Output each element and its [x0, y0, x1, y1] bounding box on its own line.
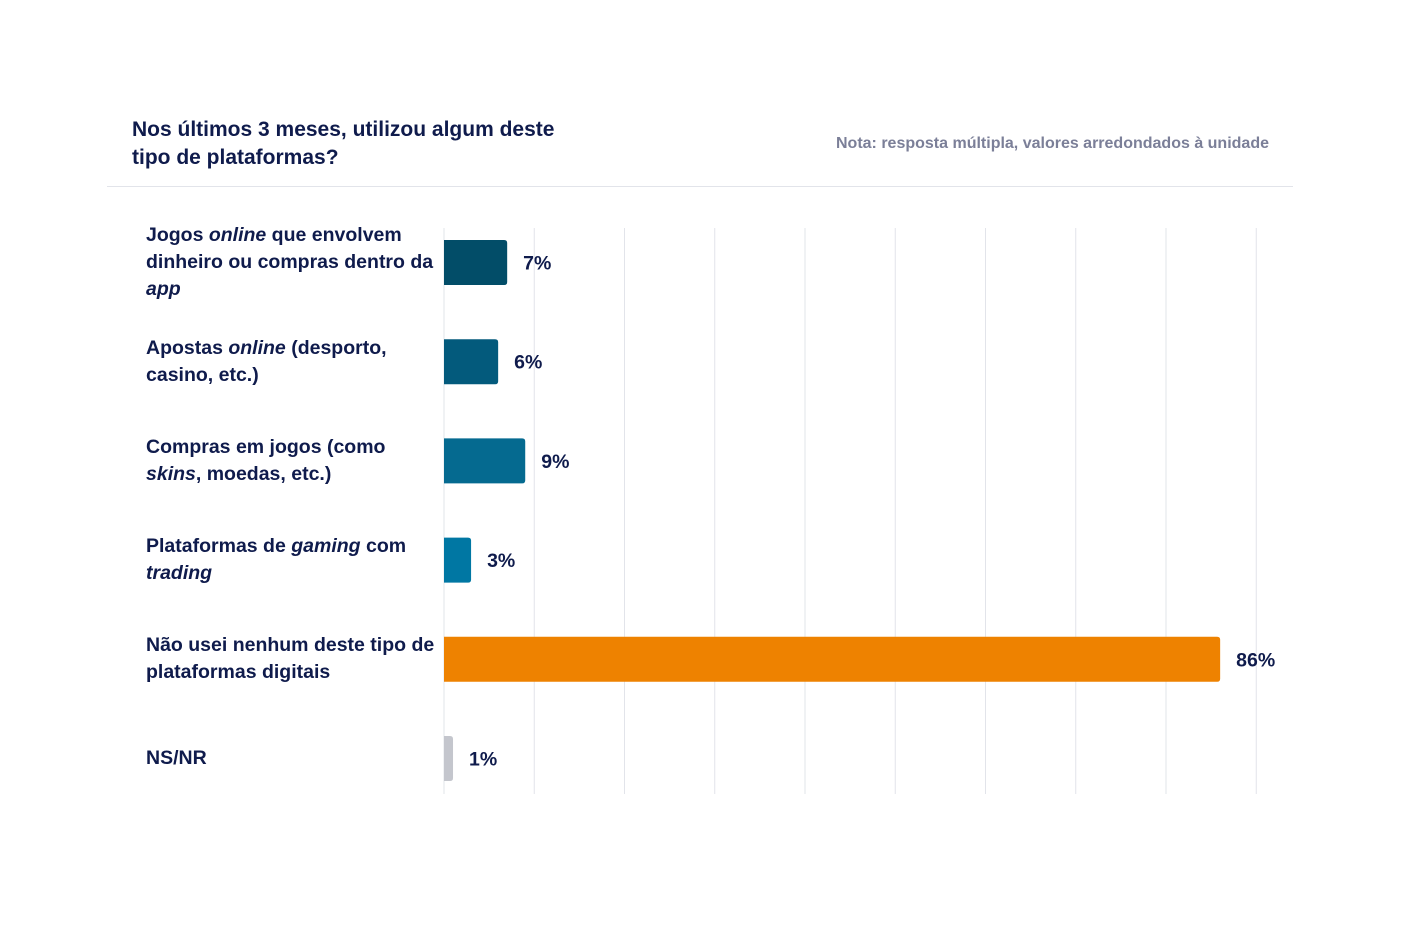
bar	[444, 438, 526, 484]
bar	[444, 636, 1221, 682]
chart-note: Nota: resposta múltipla, valores arredon…	[836, 135, 1269, 152]
category-label: Plataformas de gaming com trading	[146, 535, 407, 585]
value-labels: 7% 6% 9% 3% 86% 1%	[469, 253, 1275, 771]
header-divider	[107, 186, 1293, 187]
category-label: Apostas online (desporto, casino, etc.)	[146, 336, 387, 386]
category-label: NS/NR	[146, 747, 207, 769]
data-label: 1%	[469, 749, 497, 771]
bar	[444, 537, 472, 583]
data-label: 7%	[523, 253, 551, 275]
data-label: 3%	[487, 550, 515, 572]
category-label: Compras em jogos (como skins, moedas, et…	[146, 435, 386, 485]
category-label: Jogos online que envolvem dinheiro ou co…	[146, 224, 434, 300]
data-label: 86%	[1236, 649, 1275, 671]
bar	[444, 240, 508, 285]
data-label: 9%	[541, 451, 569, 473]
data-label: 6%	[514, 352, 542, 374]
gridlines	[443, 228, 1257, 794]
chart-title: Nos últimos 3 meses, utilizou algum dest…	[132, 118, 555, 169]
bar	[444, 339, 499, 385]
bars	[444, 240, 1221, 781]
bar	[444, 736, 454, 781]
category-label: Não usei nenhum deste tipo de plataforma…	[146, 634, 435, 684]
